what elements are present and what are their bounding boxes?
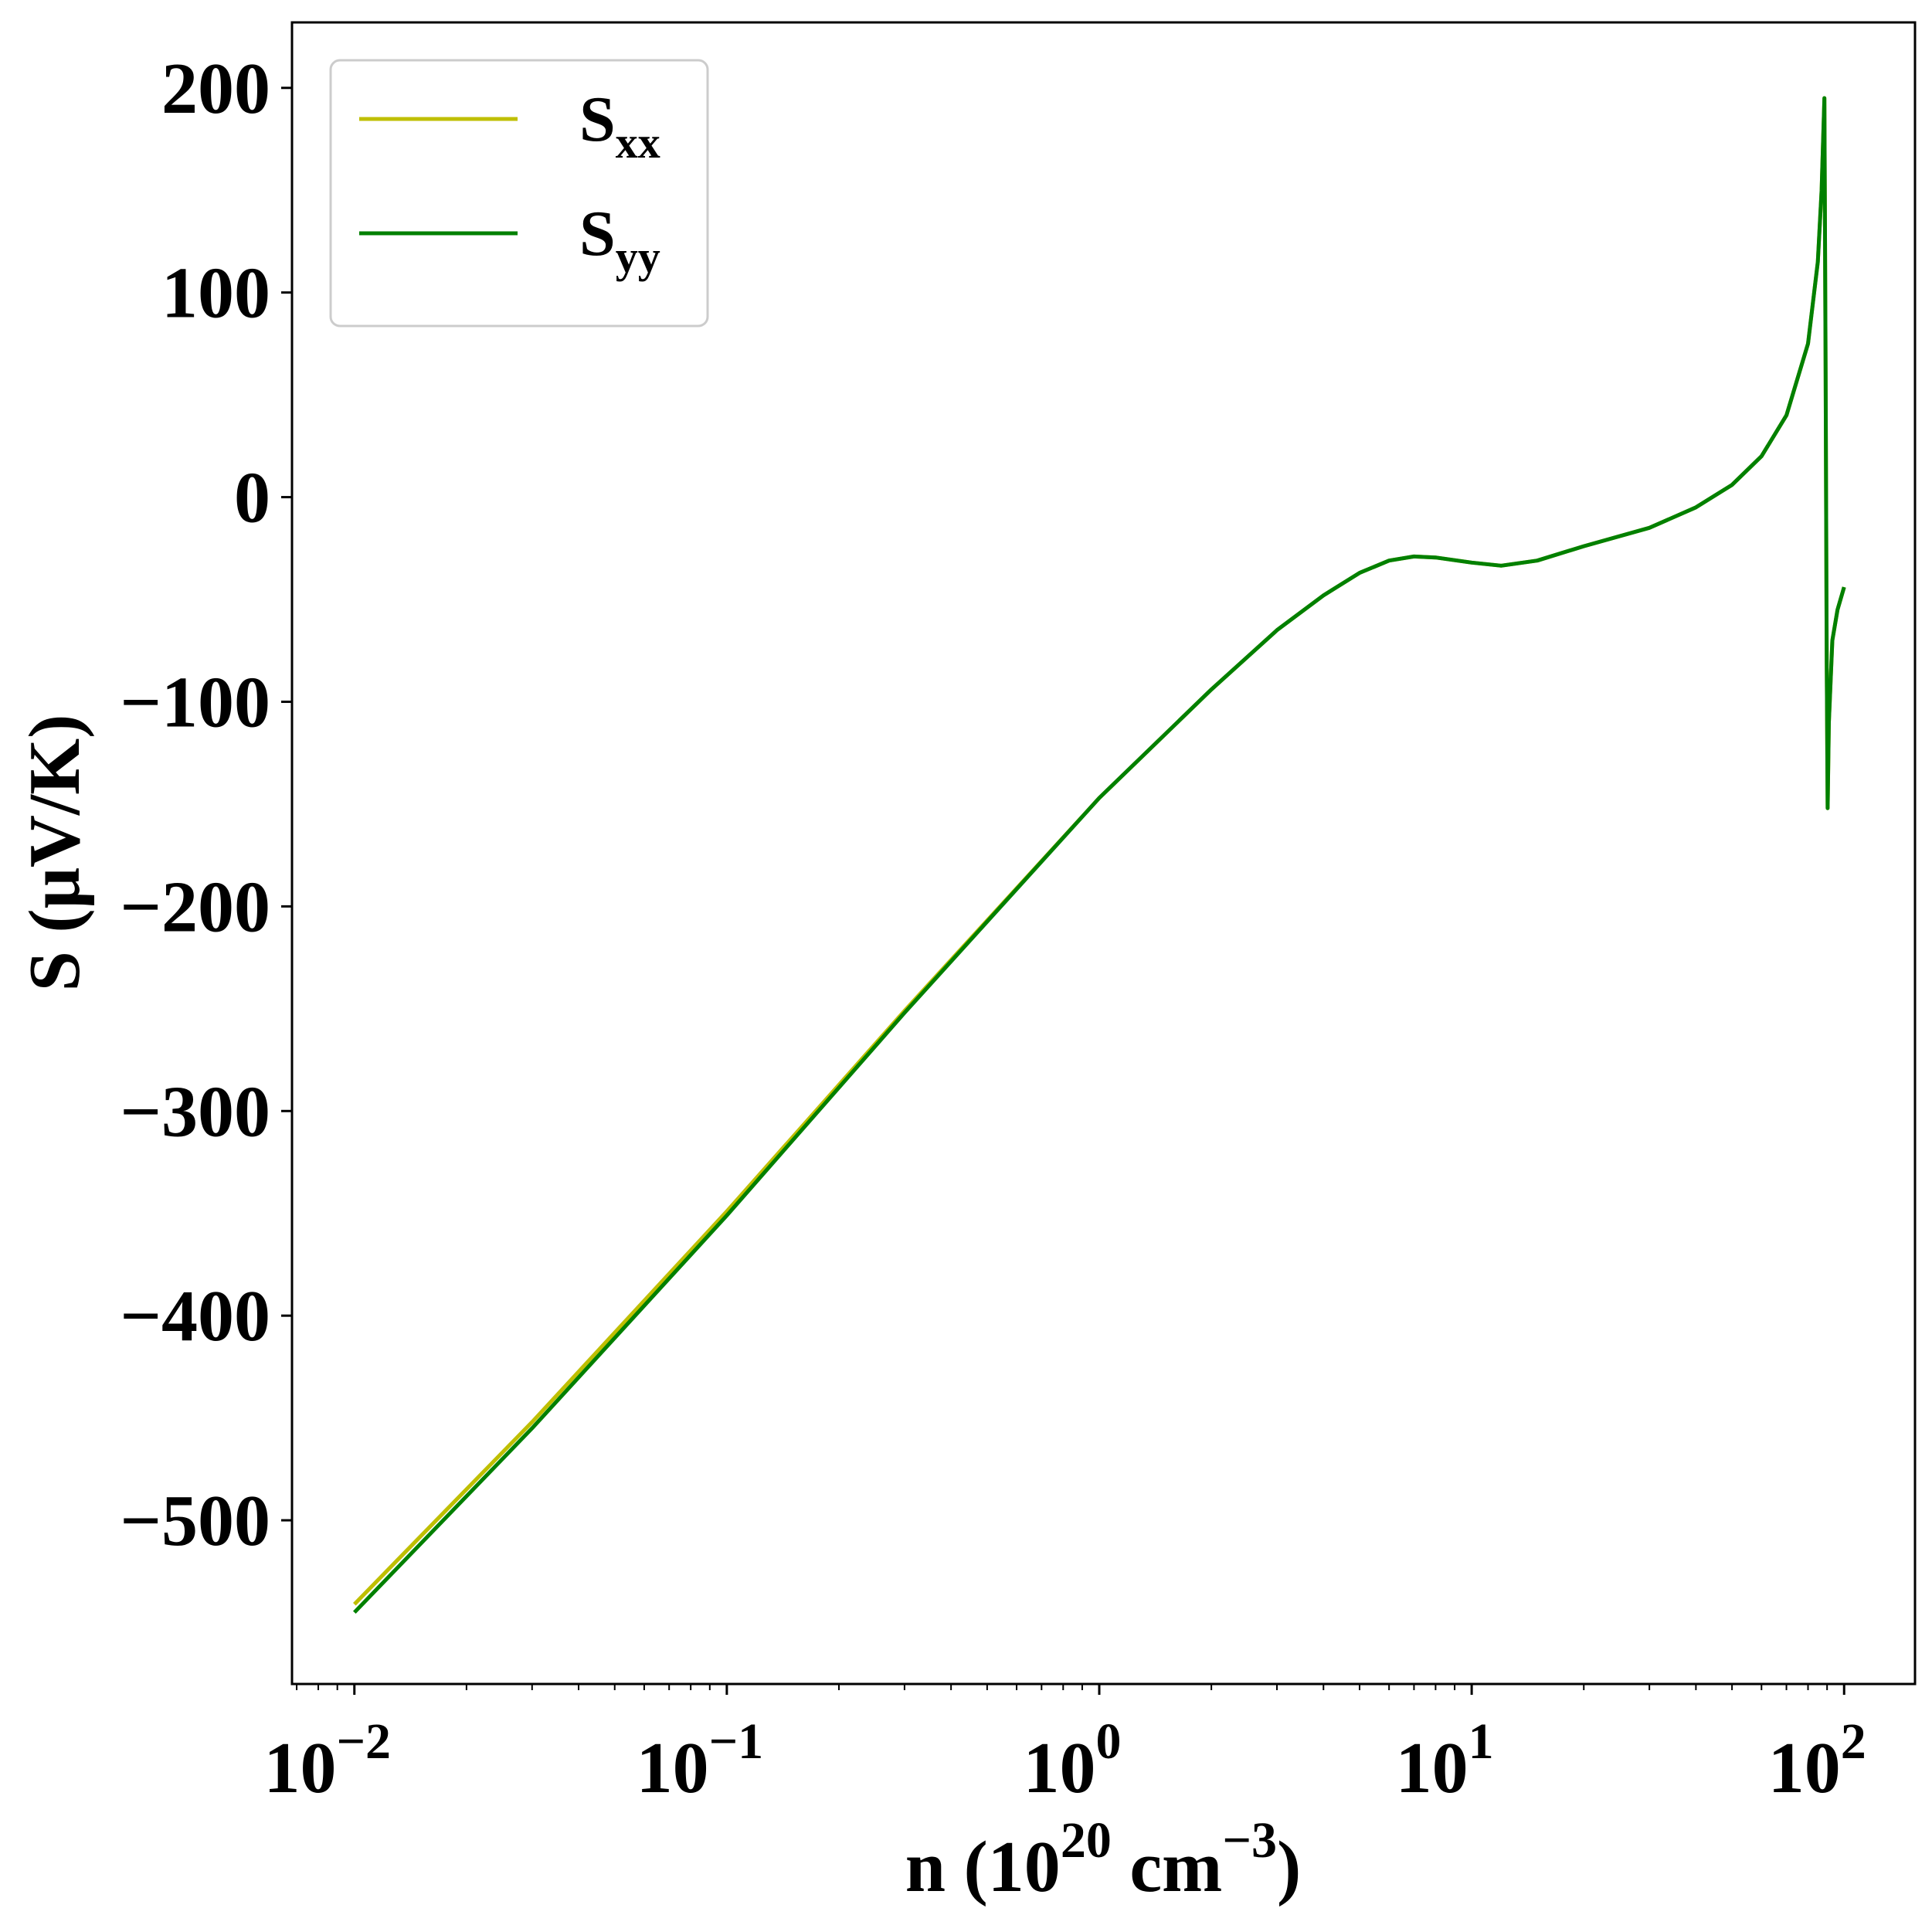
- y-axis-label: S (μV/K): [15, 715, 95, 992]
- legend-box: [329, 59, 709, 328]
- y-tick-label: −400: [120, 1276, 270, 1356]
- y-tick-label: 0: [234, 458, 270, 538]
- y-tick-label: −500: [120, 1481, 270, 1561]
- y-tick-label: −200: [120, 867, 270, 947]
- y-axis-ticks: 200 100 0 −100 −200 −300 −400 −500: [120, 49, 292, 1561]
- x-axis-ticks: 10−2 10−1 100 101 102: [263, 1684, 1866, 1808]
- plot-frame: [290, 21, 1917, 1686]
- x-tick-label: 100: [1023, 1713, 1121, 1808]
- x-axis-label: n (1020 cm−3): [905, 1812, 1302, 1907]
- series-line-syy: [353, 96, 1846, 1614]
- y-tick-label: −300: [120, 1071, 270, 1152]
- legend-label-sxx: Sxx: [579, 83, 660, 168]
- series-layer: [353, 96, 1846, 1614]
- y-tick-label: 200: [161, 49, 270, 129]
- y-tick-label: 100: [161, 253, 270, 334]
- legend-label-syy: Syy: [579, 198, 660, 282]
- x-tick-label: 10−1: [637, 1713, 764, 1808]
- x-tick-label: 101: [1396, 1713, 1494, 1808]
- x-tick-label: 10−2: [263, 1713, 391, 1808]
- x-tick-label: 102: [1768, 1713, 1866, 1808]
- y-tick-label: −100: [120, 662, 270, 742]
- legend: Sxx Syy: [329, 59, 709, 328]
